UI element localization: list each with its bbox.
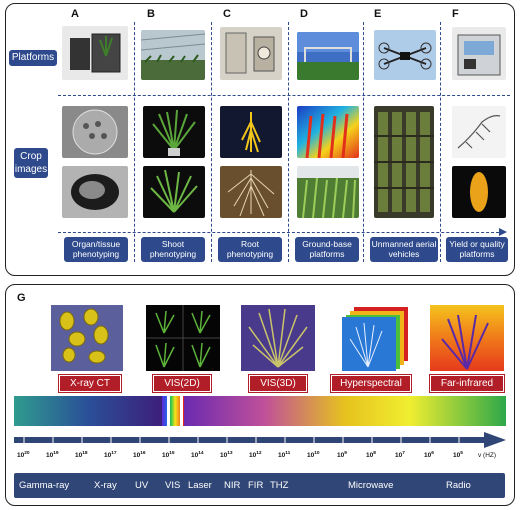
tick-label: 1020 [17, 451, 30, 460]
band-gamma-ray: Gamma-ray [19, 480, 70, 491]
platform-image-lab-imaging [62, 26, 128, 80]
spectrum-bar [14, 396, 506, 426]
tick-label: 1016 [133, 451, 146, 460]
platform-image-root-system [220, 27, 282, 80]
row-label-crop-images: Crop images [14, 148, 48, 178]
column-letter-c: C [223, 8, 231, 20]
divider-vertical-2 [211, 22, 212, 262]
tick-label: 109 [337, 451, 347, 460]
column-letter-e: E [374, 8, 382, 20]
band-fir: FIR [248, 480, 264, 491]
crop-image-root-3d [220, 106, 282, 158]
crop-image-thermal-map [297, 106, 359, 158]
band-thz: THZ [270, 480, 289, 491]
crop-image-petri-dish [62, 106, 128, 158]
tick-label: 1019 [46, 451, 59, 460]
category-organ-tissue: Organ/tissue phenotyping [64, 237, 128, 262]
divider-vertical-4 [363, 22, 364, 262]
crop-image-field-plants [297, 166, 359, 218]
tick-label: 108 [366, 451, 376, 460]
category-yield-quality: Yield or quality platforms [446, 237, 508, 262]
tick-label: 1011 [278, 451, 291, 460]
modality-label-vis-2d: VIS(2D) [153, 375, 211, 392]
platform-image-greenhouse [141, 30, 205, 80]
crop-image-shoot-2 [143, 166, 205, 218]
column-letter-b: B [147, 8, 155, 20]
band-laser: Laser [188, 480, 212, 491]
arrowhead-icon [499, 228, 507, 236]
platform-image-drone [374, 30, 436, 80]
band-names-bar [14, 473, 505, 498]
modality-label-vis-3d: VIS(3D) [249, 375, 307, 392]
column-letter-a: A [71, 8, 79, 20]
modality-image-hyperspectral [334, 305, 412, 373]
tick-label: 1018 [75, 451, 88, 460]
modality-image-far-infrared [430, 305, 504, 371]
divider-vertical-1 [134, 22, 135, 262]
crop-image-seed-ct [62, 166, 128, 218]
tick-label: 1012 [249, 451, 262, 460]
band-uv: UV [135, 480, 149, 491]
band-radio: Radio [446, 480, 471, 491]
band-microwave: Microwave [348, 480, 394, 491]
category-ground-base: Ground-base platforms [295, 237, 359, 262]
frequency-unit-label: v (HZ) [478, 452, 497, 459]
band-nir: NIR [224, 480, 241, 491]
modality-label-far-infrared: Far-infrared [430, 375, 504, 392]
frequency-axis-arrow [14, 432, 506, 448]
column-letter-d: D [300, 8, 308, 20]
divider-arrow-line [58, 232, 504, 233]
tick-label: 106 [424, 451, 434, 460]
tick-label: 105 [453, 451, 463, 460]
divider-vertical-5 [440, 22, 441, 262]
crop-image-root-scan [220, 166, 282, 218]
band-vis: VIS [165, 480, 181, 491]
modality-image-vis-2d [146, 305, 220, 371]
band-x-ray: X-ray [94, 480, 117, 491]
divider-vertical-3 [288, 22, 289, 262]
modality-image-vis-3d [241, 305, 315, 371]
row-label-platforms: Platforms [9, 50, 57, 66]
crop-image-panicle [452, 106, 506, 158]
tick-label: 1014 [191, 451, 204, 460]
crop-image-grain [452, 166, 506, 218]
modality-label-hyperspectral: Hyperspectral [331, 375, 411, 392]
modality-image-xray-ct [51, 305, 123, 371]
tick-label: 1010 [307, 451, 320, 460]
platform-image-field-gantry [297, 32, 359, 80]
platform-image-seed-analyzer [452, 27, 506, 80]
tick-label: 1017 [104, 451, 117, 460]
tick-label: 1013 [220, 451, 233, 460]
column-letter-f: F [452, 8, 459, 20]
category-uav: Unmanned aerial vehicles [370, 237, 438, 262]
crop-image-aerial-plots [374, 106, 434, 218]
category-root: Root phenotyping [218, 237, 282, 262]
panel-letter-g: G [17, 292, 26, 304]
category-shoot: Shoot phenotyping [141, 237, 205, 262]
modality-label-xray-ct: X-ray CT [59, 375, 121, 392]
divider-horizontal [58, 95, 510, 96]
tick-label: 1015 [162, 451, 175, 460]
crop-image-shoot-1 [143, 106, 205, 158]
tick-label: 107 [395, 451, 405, 460]
